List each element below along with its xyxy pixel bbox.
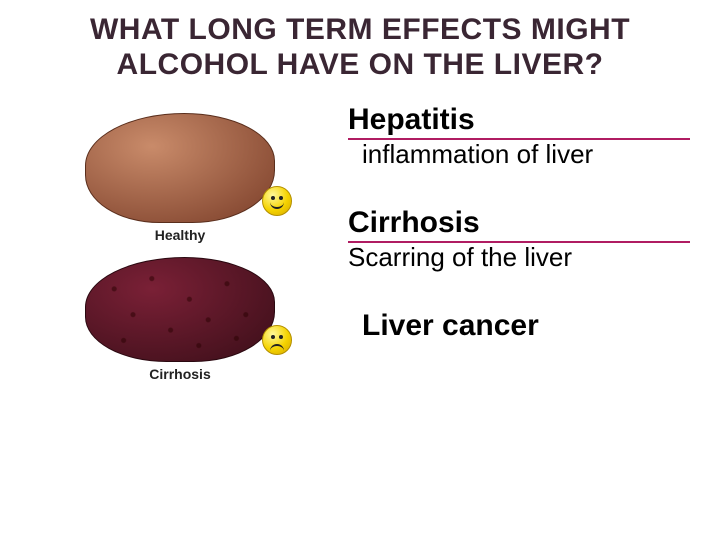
effect-hepatitis: Hepatitis inflammation of liver: [348, 103, 690, 170]
healthy-liver-block: Healthy: [30, 113, 330, 243]
cirrhosis-texture-icon: [86, 258, 274, 361]
cirrhosis-liver-caption: Cirrhosis: [149, 366, 210, 382]
effect-liver-cancer: Liver cancer: [348, 309, 690, 342]
smiley-sad-icon: [262, 325, 292, 355]
cirrhosis-liver-icon: [85, 257, 275, 362]
slide: WHAT LONG TERM EFFECTS MIGHT ALCOHOL HAV…: [0, 0, 720, 540]
text-column: Hepatitis inflammation of liver Cirrhosi…: [330, 103, 690, 382]
liver-cancer-heading: Liver cancer: [348, 309, 690, 342]
healthy-liver-icon: [85, 113, 275, 223]
cirrhosis-heading: Cirrhosis: [348, 206, 690, 239]
hepatitis-heading: Hepatitis: [348, 103, 690, 136]
effect-cirrhosis: Cirrhosis Scarring of the liver: [348, 206, 690, 273]
cirrhosis-desc: Scarring of the liver: [348, 243, 690, 273]
cirrhosis-liver-block: Cirrhosis: [30, 257, 330, 382]
content-row: Healthy Cirrhosis Hepatitis inflammation…: [30, 103, 690, 382]
smiley-happy-icon: [262, 186, 292, 216]
slide-title: WHAT LONG TERM EFFECTS MIGHT ALCOHOL HAV…: [30, 12, 690, 83]
hepatitis-desc: inflammation of liver: [348, 140, 690, 170]
images-column: Healthy Cirrhosis: [30, 103, 330, 382]
healthy-liver-caption: Healthy: [155, 227, 206, 243]
